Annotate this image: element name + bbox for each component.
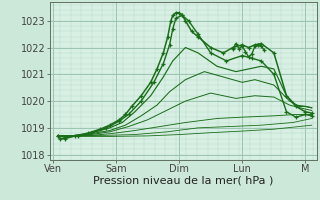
X-axis label: Pression niveau de la mer( hPa ): Pression niveau de la mer( hPa ) [93, 176, 273, 186]
